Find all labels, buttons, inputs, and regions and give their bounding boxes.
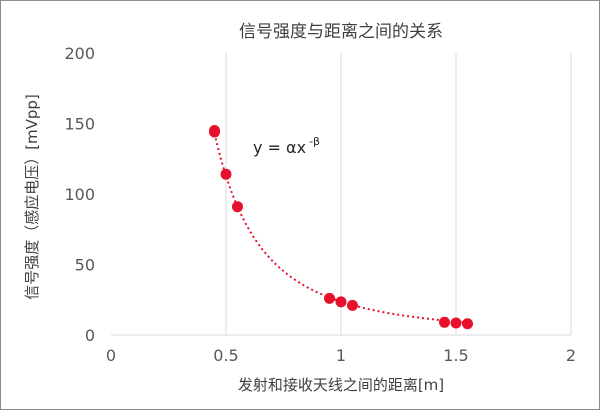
data-point	[324, 292, 335, 304]
x-tick-label: 1.5	[443, 346, 468, 365]
chart-title: 信号强度与距离之间的关系	[239, 22, 443, 42]
data-points	[209, 125, 473, 330]
x-tick-labels: 0 0.5 1 1.5 2	[106, 346, 576, 365]
data-point	[439, 316, 450, 328]
x-tick-label: 0.5	[213, 346, 238, 365]
trendline	[213, 133, 468, 324]
y-tick-label: 200	[64, 44, 95, 63]
data-point	[450, 317, 462, 329]
y-axis-label: 信号强度（感应电压）[mVpp]	[23, 94, 41, 300]
x-tick-label: 1	[336, 346, 346, 365]
data-point	[462, 318, 473, 330]
y-tick-labels: 0 50 100 150 200	[64, 44, 95, 345]
x-tick-label: 2	[566, 346, 576, 365]
data-point	[220, 168, 232, 180]
x-tick-label: 0	[106, 346, 116, 365]
data-point	[209, 126, 220, 138]
grid	[225, 53, 572, 335]
data-point	[347, 299, 358, 311]
y-tick-label: 150	[64, 115, 95, 134]
x-axis-label: 发射和接收天线之间的距离[m]	[238, 376, 444, 394]
y-tick-label: 50	[75, 256, 95, 275]
equation-base: y = αx	[253, 138, 306, 157]
trendline-equation: y = αx -β	[253, 135, 320, 157]
y-tick-label: 100	[64, 185, 95, 204]
y-tick-label: 0	[85, 326, 95, 345]
data-point	[335, 296, 347, 308]
data-point	[232, 201, 243, 213]
equation-exponent: -β	[309, 135, 320, 148]
